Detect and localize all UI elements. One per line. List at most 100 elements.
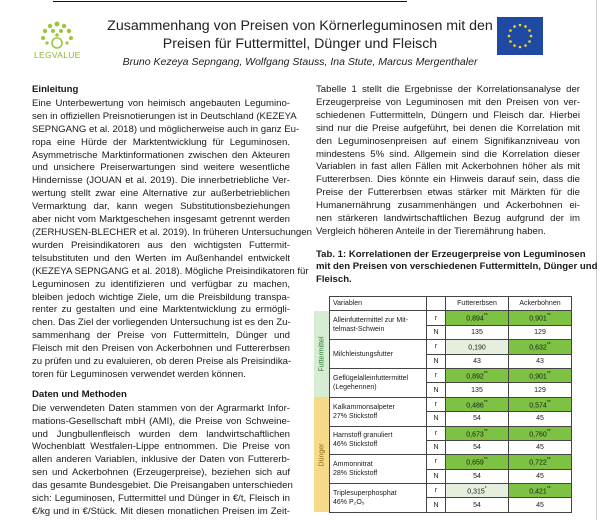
variable-line: 28% Stickstoff	[333, 470, 378, 478]
text-line: Leguminosen zu identifizieren und verfüg…	[32, 278, 290, 290]
r-label: r	[426, 339, 446, 355]
r-value: 0,486**	[445, 396, 509, 413]
eu-star	[507, 34, 511, 38]
text-line: bleiben jedoch wichtige Ziele, um die Pr…	[32, 291, 290, 303]
text-line: Fleisch mit den Preisen von Ackerbohnen …	[32, 343, 290, 355]
table-row: N 54 45	[314, 439, 572, 456]
correlation-table: Variablen Futtererbsen Ackerbohnen Futtermi…	[314, 295, 572, 513]
section-heading-einleitung: Einleitung	[32, 84, 79, 95]
table-row: N 54 45	[314, 468, 572, 485]
eu-star	[524, 25, 527, 28]
n-label: N	[426, 353, 446, 369]
text-line: das gesamte Bundesgebiet. Die Preisangab…	[32, 480, 293, 492]
n-label: N	[426, 497, 446, 513]
r-number: 0,659	[466, 459, 484, 467]
text-line: Eine Unterbewertung von heimisch angebau…	[32, 97, 290, 109]
r-value: 0,901**	[508, 367, 572, 384]
text-line: mindestens 5% sind. Allgemein sind die K…	[316, 148, 580, 160]
r-value: 0,421**	[508, 483, 572, 499]
r-value: 0,632**	[508, 339, 572, 355]
significance-mark: **	[483, 457, 488, 464]
significance-mark: **	[483, 428, 488, 435]
variable-line: telmast-Schwein	[333, 326, 385, 334]
right-column: Tabelle 1 stellt die Ergebnisse der Korr…	[316, 84, 598, 286]
variable-line: (Legehennen)	[333, 383, 377, 391]
text-line: aber nicht vom Marktgeschehen insgesamt …	[32, 214, 290, 226]
text-line: Asymmetrische Marktinformationen zwische…	[32, 149, 290, 161]
n-label: N	[426, 468, 446, 485]
n-value: 54	[445, 439, 509, 456]
r-number: 0,574	[529, 402, 547, 410]
header-futtererbsen: Futtererbsen	[445, 295, 509, 312]
table-row: N 54 45	[314, 497, 572, 513]
n-value: 45	[508, 411, 572, 427]
r-number: 0,421	[529, 488, 547, 496]
r-label: r	[426, 310, 446, 326]
n-value: 45	[508, 497, 572, 513]
significance-mark: **	[546, 457, 551, 464]
table-row: Ammonnitrat 28% Stickstoff r 0,659** 0,722**	[314, 454, 572, 485]
n-value: 54	[445, 468, 509, 485]
variable-line: Milchleistungsfutter	[333, 350, 393, 358]
text-line: ropa eine Hürde der Marktentwicklung für…	[32, 136, 290, 148]
significance-mark: **	[483, 313, 488, 320]
r-number: 0,901	[529, 373, 547, 381]
variable-name: Kalkammonsalpeter 27% Stickstoff	[329, 396, 427, 427]
r-value: 0,722**	[508, 454, 572, 470]
text-line: sen und Ackerbohnen (Erzeugerpreise), be…	[32, 467, 290, 479]
r-value: 0,760**	[508, 425, 572, 441]
r-number: 0,722	[529, 459, 547, 467]
r-value: 0,892**	[445, 367, 509, 384]
eu-star	[518, 45, 522, 49]
text-line: telsubstituten und den Werten im Außenha…	[32, 252, 290, 264]
eu-star	[509, 29, 512, 32]
text-line: Vermarktung dar, kann wegen Substitution…	[32, 201, 290, 213]
text-line: zu prüfen und zu evaluieren, ob deren Pr…	[32, 356, 292, 368]
eu-star	[513, 25, 516, 28]
eu-star	[513, 44, 516, 47]
variable-line: 46% Stickstoff	[333, 441, 378, 449]
eu-star	[518, 23, 522, 27]
significance-mark: **	[546, 313, 551, 320]
r-value: 0,190	[445, 339, 509, 355]
title-line: Zusammenhang von Preisen von Körnerlegum…	[107, 18, 493, 34]
group-name: Dünger	[318, 443, 325, 467]
r-value: 0,894**	[445, 310, 509, 326]
title-line: Preisen für Futtermittel, Dünger und Fle…	[162, 36, 438, 52]
n-value: 43	[445, 353, 509, 369]
page-title: Zusammenhang von Preisen von Körnerlegum…	[100, 17, 500, 53]
left-column: Einleitung Eine Unterbewertung von heimi…	[32, 84, 312, 519]
text-line: mit den Preisen von verschiedenen Futter…	[316, 261, 598, 273]
text-line: sammenhang der Preise von Futtermitteln,…	[32, 330, 290, 342]
text-line: Futtererbsen. Dies könnte ein Hinweis da…	[316, 174, 580, 186]
eu-star	[529, 34, 533, 38]
text-line: (ZERHUSEN-BLECHER et al. 2019). In frühe…	[32, 226, 312, 238]
r-number: 0,901	[529, 315, 547, 323]
r-number: 0,892	[466, 373, 484, 381]
text-line: nen stärkeren landwirtschaftlichen Bezug…	[316, 213, 580, 225]
text-line: chen. Das Ziel der vorliegenden Untersuc…	[32, 317, 291, 329]
n-value: 45	[508, 439, 572, 456]
r-label: r	[426, 425, 446, 441]
variable-line: Harnstoff granuliert	[333, 432, 393, 440]
text-line: schiedenen Futtermitteln, Düngern und Fl…	[316, 109, 580, 121]
r-number: 0,315	[467, 488, 485, 496]
paragraph-daten: Die verwendeten Daten stammen von der Ag…	[32, 403, 293, 519]
text-line: Tab. 1: Korrelationen der Erzeugerpreise…	[316, 248, 586, 260]
logo-text: LEGVALUE	[34, 50, 81, 60]
text-line: allen anderen Variablen, inklusive der D…	[32, 454, 290, 466]
significance-mark: **	[546, 370, 551, 377]
page-edge	[596, 0, 597, 520]
header-blank	[426, 295, 446, 312]
variable-name: Ammonnitrat 28% Stickstoff	[329, 454, 427, 485]
table-row: Harnstoff granuliert 46% Stickstoff r 0,673…	[314, 425, 572, 456]
variable-name: Geflügelalleinfuttermittel (Legehennen)	[329, 367, 427, 398]
r-number: 0,673	[466, 430, 484, 438]
text-line: Erzeugerpreise von Leguminosen mit den P…	[316, 96, 580, 108]
group-label: Dünger	[314, 397, 330, 513]
n-value: 135	[445, 382, 509, 398]
significance-mark: **	[483, 370, 488, 377]
n-value: 129	[508, 382, 572, 398]
table-row: Milchleistungsfutter r 0,190 0,632**	[314, 339, 572, 369]
table-row: Triplesuperphosphat 46% P₂O₅ r 0,315* 0,421*…	[314, 483, 572, 513]
